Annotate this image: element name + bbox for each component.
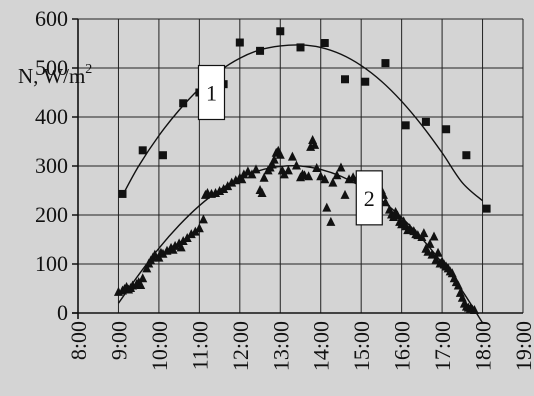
curve-label-box	[197, 64, 226, 121]
series-2-point	[194, 223, 204, 233]
series-2-point	[380, 197, 390, 207]
series-1-point	[235, 38, 244, 47]
y-axis-label-text: N, W/m	[18, 64, 85, 88]
data-points	[113, 27, 491, 315]
series-2-point	[433, 247, 443, 257]
series-2-point	[269, 154, 279, 164]
series-2-point	[267, 159, 277, 169]
curve-label-text: 1	[206, 81, 217, 106]
y-axis-label-superscript: 2	[85, 62, 92, 77]
series-1-point	[381, 59, 390, 68]
series-2-point	[310, 139, 320, 149]
series-1-point	[118, 189, 127, 198]
series-1-point	[361, 77, 370, 86]
curve-label-box	[355, 170, 383, 226]
series-2-point	[237, 174, 247, 184]
x-tick-label: 16:00	[390, 321, 415, 371]
x-tick-label: 13:00	[268, 321, 293, 371]
series-2-point	[251, 164, 261, 174]
series-2-point	[419, 228, 429, 238]
series-2-point	[328, 177, 338, 187]
y-tick-label: 500	[35, 55, 68, 80]
series-1-point	[442, 125, 451, 134]
series-2-point	[429, 231, 439, 241]
series-2-point	[431, 254, 441, 264]
series-2-point	[340, 189, 350, 199]
series-2-point	[259, 172, 269, 182]
y-tick-label: 300	[35, 153, 68, 178]
series-2-point	[336, 162, 346, 172]
series-2-point	[142, 263, 152, 273]
y-tick-label: 400	[35, 104, 68, 129]
series-2-point	[257, 187, 267, 197]
x-tick-label: 17:00	[430, 321, 455, 371]
axes	[72, 18, 523, 319]
series-1-point	[482, 204, 491, 213]
series-2-point	[138, 273, 148, 283]
x-tick-label: 15:00	[349, 321, 374, 371]
series-2-point	[393, 210, 403, 220]
x-tick-label: 18:00	[471, 321, 496, 371]
series-2-point	[223, 181, 233, 191]
series-2-point	[158, 248, 168, 258]
series-2-point	[198, 214, 208, 224]
series-1-point	[296, 43, 305, 52]
x-tick-label: 14:00	[309, 321, 334, 371]
series-2-point	[283, 165, 293, 175]
y-tick-label: 200	[35, 202, 68, 227]
series-2-point	[176, 242, 186, 252]
series-1-point	[179, 99, 188, 108]
series-1-point	[256, 46, 265, 55]
series-2-point	[287, 151, 297, 161]
series-2-point	[190, 226, 200, 236]
series-2-point	[312, 162, 322, 172]
series-2-point	[227, 177, 237, 187]
series-2-point	[178, 235, 188, 245]
series-1-point	[158, 151, 167, 160]
curve-label-text: 2	[364, 186, 375, 211]
series-2-point	[170, 240, 180, 250]
series-2-point	[291, 160, 301, 170]
annotations: 12	[197, 64, 383, 226]
series-2-point	[219, 184, 229, 194]
series-1-point	[401, 121, 410, 130]
x-tick-label: 8:00	[66, 321, 91, 360]
series-2-point	[186, 229, 196, 239]
series-2-point	[320, 174, 330, 184]
series-1-point	[421, 117, 430, 126]
y-tick-label: 600	[35, 6, 68, 31]
series-1-point	[320, 39, 329, 48]
series-1-point	[462, 151, 471, 160]
x-tick-label: 9:00	[106, 321, 131, 360]
series-2-point	[239, 169, 249, 179]
series-2-point	[322, 202, 332, 212]
y-tick-label: 100	[35, 251, 68, 276]
series-2-point	[275, 149, 285, 159]
x-tick-label: 19:00	[511, 321, 534, 371]
series-2-point	[304, 171, 314, 181]
series-2-point	[332, 170, 342, 180]
series-2-point	[136, 280, 146, 290]
series-2-point	[247, 169, 257, 179]
series-1-point	[276, 27, 285, 36]
x-tick-label: 12:00	[228, 321, 253, 371]
y-tick-labels: 0 100 200 300 400 500 600	[35, 6, 68, 325]
series-2-point	[453, 280, 463, 290]
y-tick-label: 0	[57, 300, 68, 325]
series-2-point	[469, 305, 479, 315]
series-2-point	[425, 238, 435, 248]
series-1-point	[138, 146, 147, 155]
y-axis-label: N, W/m2	[18, 62, 92, 88]
x-tick-label: 10:00	[147, 321, 172, 371]
x-tick-label: 11:00	[187, 321, 212, 370]
series-1-point	[341, 75, 349, 84]
x-tick-labels: 8:00 9:00 10:00 11:00 12:00 13:00 14:00 15:00 16…	[66, 321, 534, 371]
series-2-point	[326, 216, 336, 226]
